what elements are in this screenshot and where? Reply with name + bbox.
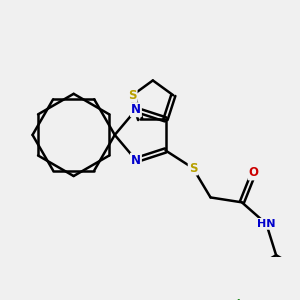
Text: S: S <box>189 162 197 175</box>
Text: N: N <box>131 154 141 166</box>
Text: O: O <box>249 167 259 179</box>
Text: N: N <box>131 103 141 116</box>
Text: S: S <box>128 89 136 102</box>
Text: HN: HN <box>257 219 276 229</box>
Text: Cl: Cl <box>228 299 241 300</box>
